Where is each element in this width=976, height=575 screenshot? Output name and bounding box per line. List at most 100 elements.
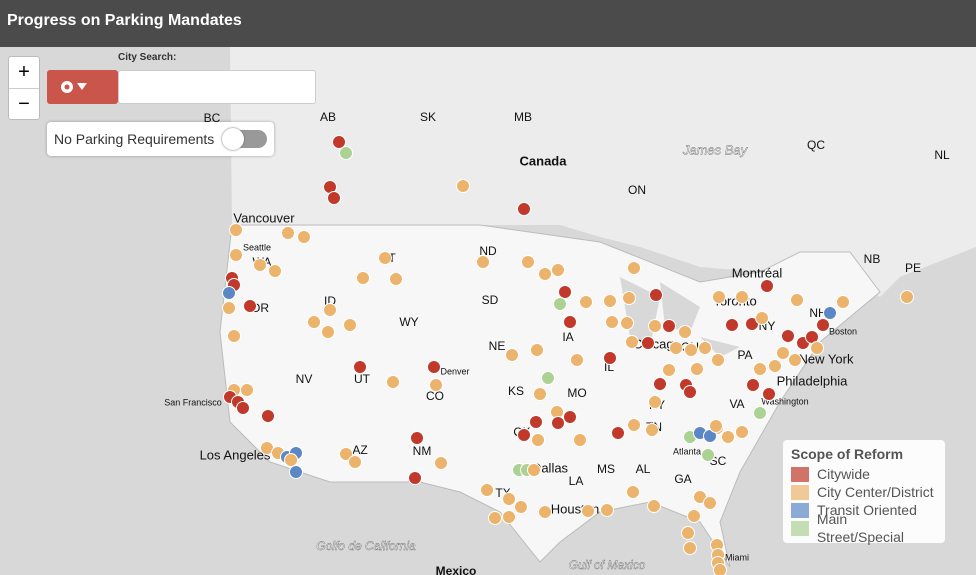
city-marker[interactable] bbox=[284, 453, 298, 467]
city-marker[interactable] bbox=[645, 423, 659, 437]
city-marker[interactable] bbox=[502, 492, 516, 506]
city-marker[interactable] bbox=[816, 318, 830, 332]
city-marker[interactable] bbox=[551, 416, 565, 430]
city-marker[interactable] bbox=[669, 341, 683, 355]
city-marker[interactable] bbox=[538, 505, 552, 519]
city-marker[interactable] bbox=[480, 483, 494, 497]
city-marker[interactable] bbox=[521, 255, 535, 269]
search-input[interactable] bbox=[118, 70, 316, 104]
city-marker[interactable] bbox=[690, 362, 704, 376]
city-marker[interactable] bbox=[698, 341, 712, 355]
city-marker[interactable] bbox=[768, 359, 782, 373]
city-marker[interactable] bbox=[603, 294, 617, 308]
city-marker[interactable] bbox=[647, 499, 661, 513]
city-marker[interactable] bbox=[781, 329, 795, 343]
city-marker[interactable] bbox=[261, 409, 275, 423]
city-marker[interactable] bbox=[709, 419, 723, 433]
city-marker[interactable] bbox=[622, 291, 636, 305]
city-marker[interactable] bbox=[746, 378, 760, 392]
city-marker[interactable] bbox=[558, 285, 572, 299]
city-marker[interactable] bbox=[570, 353, 584, 367]
city-marker[interactable] bbox=[687, 509, 701, 523]
zoom-out[interactable]: − bbox=[18, 93, 30, 115]
city-marker[interactable] bbox=[533, 387, 547, 401]
city-marker[interactable] bbox=[703, 496, 717, 510]
city-marker[interactable] bbox=[229, 248, 243, 262]
city-marker[interactable] bbox=[788, 353, 802, 367]
city-marker[interactable] bbox=[760, 279, 774, 293]
city-marker[interactable] bbox=[823, 306, 837, 320]
city-marker[interactable] bbox=[323, 303, 337, 317]
city-marker[interactable] bbox=[321, 325, 335, 339]
city-marker[interactable] bbox=[721, 430, 735, 444]
city-marker[interactable] bbox=[356, 271, 370, 285]
city-marker[interactable] bbox=[713, 563, 727, 575]
city-marker[interactable] bbox=[620, 316, 634, 330]
city-marker[interactable] bbox=[514, 500, 528, 514]
city-marker[interactable] bbox=[531, 433, 545, 447]
city-marker[interactable] bbox=[343, 318, 357, 332]
city-marker[interactable] bbox=[502, 510, 516, 524]
city-marker[interactable] bbox=[712, 290, 726, 304]
city-marker[interactable] bbox=[641, 336, 655, 350]
city-marker[interactable] bbox=[753, 406, 767, 420]
city-marker[interactable] bbox=[227, 329, 241, 343]
city-marker[interactable] bbox=[307, 315, 321, 329]
toggle-switch[interactable] bbox=[222, 128, 267, 150]
city-marker[interactable] bbox=[281, 226, 295, 240]
city-marker[interactable] bbox=[836, 295, 850, 309]
city-marker[interactable] bbox=[297, 230, 311, 244]
city-marker[interactable] bbox=[684, 343, 698, 357]
city-marker[interactable] bbox=[762, 387, 776, 401]
city-marker[interactable] bbox=[701, 448, 715, 462]
city-marker[interactable] bbox=[434, 456, 448, 470]
city-marker[interactable] bbox=[408, 471, 422, 485]
city-marker[interactable] bbox=[538, 267, 552, 281]
city-marker[interactable] bbox=[605, 315, 619, 329]
city-marker[interactable] bbox=[339, 447, 353, 461]
city-marker[interactable] bbox=[563, 410, 577, 424]
city-marker[interactable] bbox=[625, 335, 639, 349]
city-marker[interactable] bbox=[735, 425, 749, 439]
city-marker[interactable] bbox=[529, 415, 543, 429]
city-marker[interactable] bbox=[348, 455, 362, 469]
zoom-in[interactable]: + bbox=[9, 57, 39, 89]
city-marker[interactable] bbox=[553, 297, 567, 311]
city-marker[interactable] bbox=[222, 286, 236, 300]
settings-button[interactable] bbox=[47, 70, 118, 104]
city-marker[interactable] bbox=[353, 360, 367, 374]
city-marker[interactable] bbox=[240, 383, 254, 397]
city-marker[interactable] bbox=[268, 264, 282, 278]
city-marker[interactable] bbox=[573, 433, 587, 447]
city-marker[interactable] bbox=[626, 485, 640, 499]
city-marker[interactable] bbox=[900, 290, 914, 304]
city-marker[interactable] bbox=[253, 258, 267, 272]
city-marker[interactable] bbox=[551, 263, 565, 277]
city-marker[interactable] bbox=[527, 463, 541, 477]
city-marker[interactable] bbox=[678, 325, 692, 339]
city-marker[interactable] bbox=[649, 288, 663, 302]
city-marker[interactable] bbox=[429, 378, 443, 392]
city-marker[interactable] bbox=[790, 293, 804, 307]
city-marker[interactable] bbox=[563, 315, 577, 329]
city-marker[interactable] bbox=[456, 179, 470, 193]
map[interactable]: BC AB SK MB Canada James Bay QC NL ON NB PE Vancouv… bbox=[0, 47, 976, 575]
city-marker[interactable] bbox=[653, 377, 667, 391]
city-marker[interactable] bbox=[517, 428, 531, 442]
city-marker[interactable] bbox=[755, 311, 769, 325]
city-marker[interactable] bbox=[603, 351, 617, 365]
city-marker[interactable] bbox=[378, 251, 392, 265]
city-marker[interactable] bbox=[530, 343, 544, 357]
city-marker[interactable] bbox=[517, 202, 531, 216]
city-marker[interactable] bbox=[627, 418, 641, 432]
city-marker[interactable] bbox=[600, 503, 614, 517]
city-marker[interactable] bbox=[648, 319, 662, 333]
city-marker[interactable] bbox=[810, 341, 824, 355]
city-marker[interactable] bbox=[611, 426, 625, 440]
city-marker[interactable] bbox=[243, 299, 257, 313]
city-marker[interactable] bbox=[648, 395, 662, 409]
city-marker[interactable] bbox=[386, 375, 400, 389]
city-marker[interactable] bbox=[735, 290, 749, 304]
city-marker[interactable] bbox=[581, 504, 595, 518]
city-marker[interactable] bbox=[236, 401, 250, 415]
